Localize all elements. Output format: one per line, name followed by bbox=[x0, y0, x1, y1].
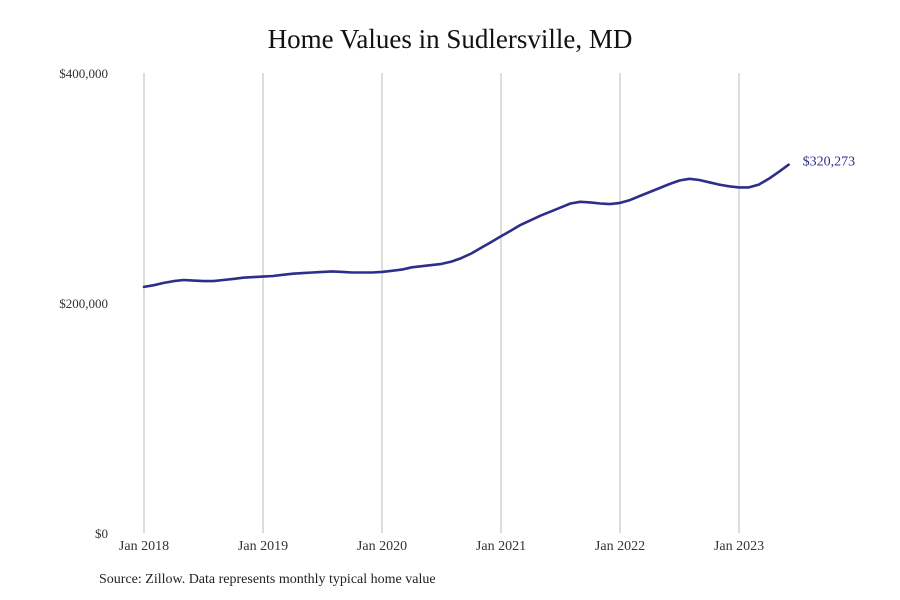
end-value-label: $320,273 bbox=[803, 155, 856, 170]
x-tick-label: Jan 2018 bbox=[119, 539, 169, 554]
y-axis-ticks: $0 $200,000 $400,000 bbox=[59, 66, 108, 541]
series-line bbox=[142, 163, 790, 289]
x-tick-label: Jan 2021 bbox=[476, 539, 526, 554]
x-tick-label: Jan 2020 bbox=[357, 539, 407, 554]
y-tick-label: $200,000 bbox=[59, 296, 108, 311]
x-tick-label: Jan 2023 bbox=[714, 539, 764, 554]
x-axis-ticks: Jan 2018 Jan 2019 Jan 2020 Jan 2021 Jan 2022… bbox=[119, 539, 764, 554]
source-note: Source: Zillow. Data represents monthly … bbox=[99, 572, 436, 587]
y-tick-label: $400,000 bbox=[59, 66, 108, 81]
gridlines bbox=[143, 73, 740, 533]
chart-title: Home Values in Sudlersville, MD bbox=[267, 24, 633, 54]
x-tick-label: Jan 2022 bbox=[595, 539, 645, 554]
series-line-group bbox=[142, 163, 790, 289]
y-tick-label: $0 bbox=[95, 526, 108, 541]
data-labels: $320,273 bbox=[803, 155, 856, 170]
x-tick-label: Jan 2019 bbox=[238, 539, 288, 554]
